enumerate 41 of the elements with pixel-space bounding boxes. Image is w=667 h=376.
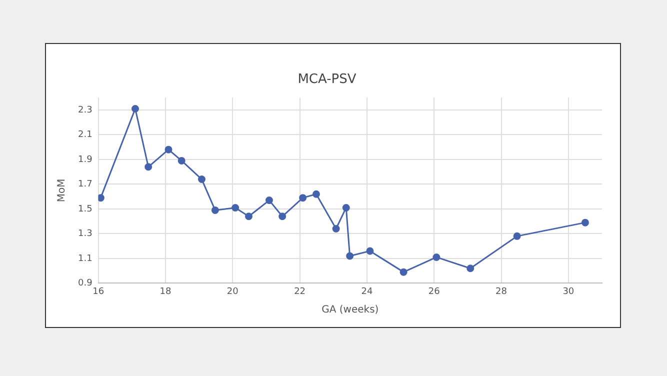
x-tick-label: 28 — [496, 286, 508, 297]
chart-title: MCA-PSV — [298, 72, 356, 88]
y-tick-label: 1.7 — [78, 180, 92, 190]
y-tick-label: 2.1 — [78, 130, 92, 140]
point — [245, 212, 252, 220]
point — [198, 176, 206, 184]
x-tick-label: 16 — [92, 286, 104, 297]
x-tick-label: 26 — [428, 286, 440, 297]
x-tick-label: 22 — [294, 286, 306, 297]
point — [164, 146, 172, 154]
x-tick-label: 18 — [160, 286, 172, 297]
y-tick-label: 1.3 — [78, 229, 92, 240]
point — [342, 204, 350, 212]
y-tick-label: 2.3 — [78, 105, 92, 116]
point — [366, 247, 374, 255]
point — [178, 156, 186, 164]
y-tick-label: 0.9 — [78, 278, 93, 289]
point — [98, 194, 104, 202]
x-tick-label: 30 — [562, 286, 574, 297]
y-tick-label: 1.5 — [78, 204, 92, 214]
point — [432, 253, 440, 261]
point — [400, 268, 408, 276]
point — [332, 225, 340, 233]
point — [513, 232, 521, 240]
point — [265, 196, 273, 204]
point — [144, 163, 152, 171]
point — [581, 218, 589, 226]
point — [278, 212, 286, 220]
y-axis-title: MoM — [56, 178, 68, 202]
point — [346, 252, 354, 260]
x-tick-label: 20 — [226, 286, 239, 297]
x-axis-title: GA (weeks) — [322, 304, 379, 316]
point — [132, 104, 139, 112]
point — [312, 190, 320, 198]
y-tick-label: 1.1 — [78, 254, 92, 264]
point — [232, 204, 240, 212]
x-tick-label: 24 — [361, 286, 373, 297]
point — [211, 206, 219, 214]
y-tick-label: 1.9 — [78, 154, 93, 165]
point — [466, 264, 474, 272]
point — [299, 194, 307, 202]
